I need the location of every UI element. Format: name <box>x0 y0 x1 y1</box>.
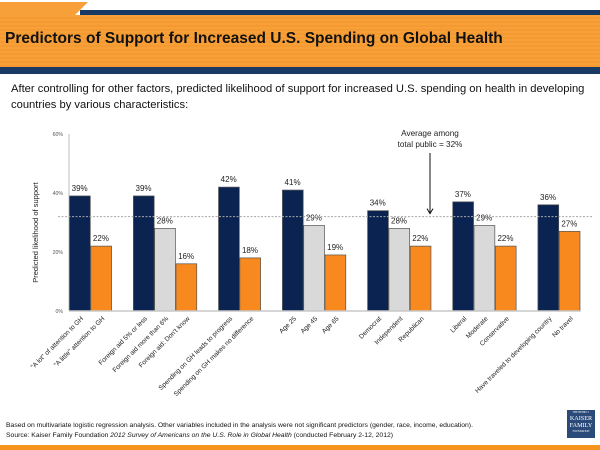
bar <box>494 245 517 312</box>
header-navy-stripe <box>80 10 600 16</box>
data-label: 29% <box>476 213 492 222</box>
chart-subtitle: After controlling for other factors, pre… <box>11 83 585 111</box>
y-tick-label: 60% <box>53 132 64 138</box>
bar <box>175 263 198 312</box>
x-tick-label: Age 25 <box>278 315 298 335</box>
data-label: 29% <box>306 213 322 222</box>
source-title: 2012 Survey of Americans on the U.S. Rol… <box>110 432 292 439</box>
logo-top-text: THE HENRY J. <box>572 411 590 414</box>
data-label: 18% <box>242 246 258 255</box>
data-label: 36% <box>540 193 556 202</box>
bar <box>218 186 240 312</box>
y-axis-title: Predicted likelihood of support <box>31 181 40 282</box>
bar <box>452 201 474 312</box>
logo-line-1: KAISER <box>569 415 593 422</box>
bar <box>409 245 432 312</box>
average-annotation-text: Average among <box>401 129 459 138</box>
x-tick-label: Age 45 <box>300 315 320 335</box>
logo-bottom-text: FOUNDATION <box>572 430 590 433</box>
bar <box>324 254 347 312</box>
kaiser-family-foundation-logo: THE HENRY J. KAISER FAMILY FOUNDATION <box>567 410 595 438</box>
data-label: 27% <box>561 219 577 228</box>
y-tick-label: 20% <box>53 250 64 256</box>
source-prefix: Source: Kaiser Family Foundation <box>6 432 111 439</box>
bar <box>239 257 261 312</box>
bar <box>133 195 155 312</box>
data-label: 19% <box>327 243 343 252</box>
source-suffix: (conducted February 2-12, 2012) <box>291 432 394 439</box>
data-label: 37% <box>455 190 471 199</box>
data-label: 22% <box>497 234 513 243</box>
x-tick-label: No travel <box>551 315 575 339</box>
data-label: 22% <box>412 234 428 243</box>
source-note: Source: Kaiser Family Foundation 2012 Su… <box>6 431 473 441</box>
bar <box>303 225 325 312</box>
x-tick-label: Spending on GH makes no difference <box>173 315 256 398</box>
x-tick-label: Have traveled to developing country <box>474 315 554 395</box>
methodology-note: Based on multivariate logistic regressio… <box>6 422 473 429</box>
footnote: Based on multivariate logistic regressio… <box>6 421 473 441</box>
bar <box>473 225 496 312</box>
header-band <box>0 15 600 67</box>
bar <box>154 228 176 312</box>
bar <box>90 245 112 312</box>
bar <box>537 204 560 312</box>
data-label: 39% <box>136 184 152 193</box>
bar <box>367 210 389 312</box>
average-annotation-text: total public = 32% <box>398 140 463 149</box>
bar <box>69 195 91 312</box>
data-label: 22% <box>93 234 109 243</box>
header-navy-underline <box>0 67 600 74</box>
bar <box>558 231 581 312</box>
data-label: 16% <box>178 252 194 261</box>
page-title: Predictors of Support for Increased U.S.… <box>5 30 503 47</box>
y-tick-label: 40% <box>53 191 64 197</box>
data-label: 34% <box>370 199 386 208</box>
data-label: 39% <box>72 184 88 193</box>
data-label: 28% <box>391 216 407 225</box>
data-label: 41% <box>285 178 301 187</box>
bar <box>282 189 304 312</box>
x-tick-label: Liberal <box>449 315 468 334</box>
annotation-arrow-head <box>426 208 434 215</box>
bar <box>388 228 411 312</box>
x-tick-label: Age 65 <box>321 315 341 335</box>
logo-line-2: FAMILY <box>569 422 593 429</box>
header-tab <box>0 2 74 16</box>
data-label: 28% <box>157 216 173 225</box>
x-tick-label: Spending on GH leads to progress <box>158 315 235 392</box>
data-label: 42% <box>221 175 237 184</box>
y-tick-label: 0% <box>56 309 64 315</box>
footer-bar <box>0 445 600 450</box>
